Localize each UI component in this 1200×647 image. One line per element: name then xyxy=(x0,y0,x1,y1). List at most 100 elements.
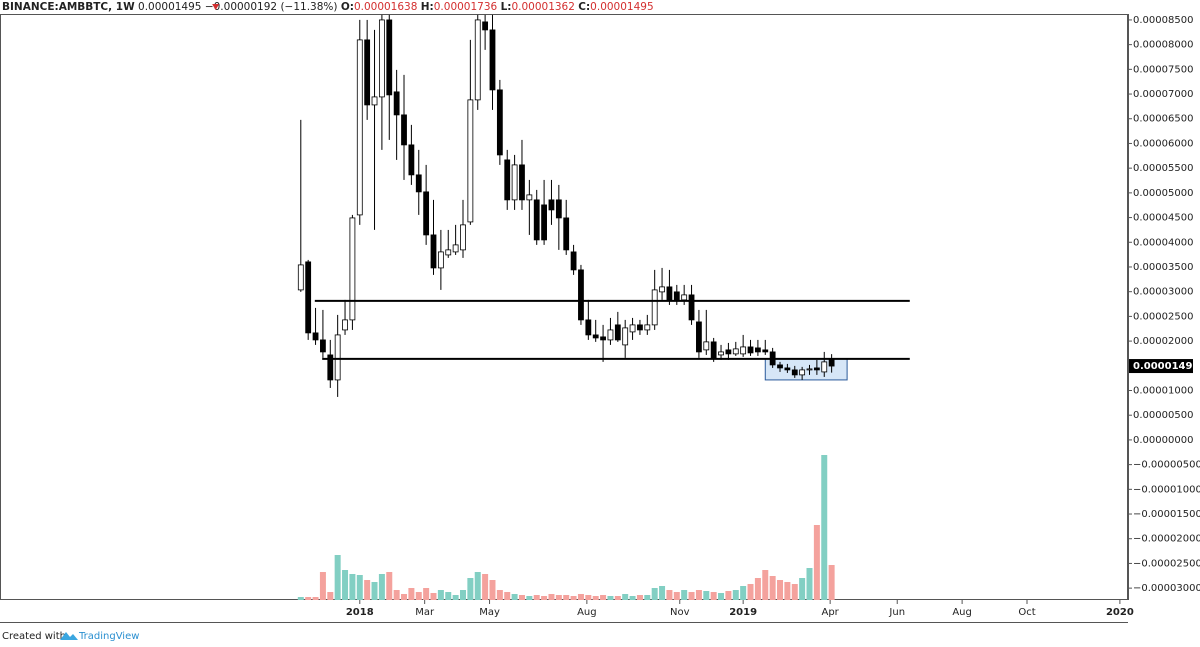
candle-body xyxy=(342,319,348,331)
candle-body xyxy=(386,19,393,96)
ohlc-value: 0.00001638 xyxy=(354,1,417,13)
candle-body xyxy=(452,244,459,253)
volume-bar xyxy=(651,588,658,600)
y-tick-label: 0.00003500 xyxy=(1133,262,1193,273)
candle-body xyxy=(754,347,761,353)
y-tick-label: 0.00008000 xyxy=(1133,40,1193,51)
ohlc-label: H: xyxy=(421,1,434,13)
last-price-box xyxy=(1129,359,1193,374)
candle-body xyxy=(526,194,533,201)
candle-body xyxy=(445,249,452,256)
candle-body xyxy=(430,234,437,269)
candle-body xyxy=(511,164,518,201)
volume-bar xyxy=(371,582,378,600)
footer-prefix: Created with xyxy=(2,631,66,642)
candle-body xyxy=(659,286,665,293)
candle-body xyxy=(482,21,489,31)
candle-body xyxy=(570,251,577,271)
y-tick-label: −0.00002000 xyxy=(1133,534,1200,545)
volume-bar xyxy=(644,595,651,600)
volume-bar xyxy=(732,590,739,600)
candle-body xyxy=(320,339,326,353)
footer: Created with TradingView xyxy=(2,631,139,642)
candle-body xyxy=(592,334,599,339)
volume-bar xyxy=(459,590,466,600)
candle-body xyxy=(578,269,584,321)
candle-body xyxy=(378,19,385,98)
brand-logo xyxy=(60,632,78,640)
volume-bar xyxy=(592,596,599,600)
ohlc-value: 0.00001736 xyxy=(434,1,498,13)
footer-brand: TradingView xyxy=(78,631,139,642)
volume-bar xyxy=(327,592,334,600)
candle-body xyxy=(334,334,341,381)
volume-bar xyxy=(600,595,607,600)
candle-body xyxy=(813,367,820,371)
volume-bar xyxy=(747,584,754,600)
x-tick-label: Oct xyxy=(1018,607,1035,618)
symbol: BINANCE:AMBBTC, 1W xyxy=(2,1,135,13)
volume-bar xyxy=(636,595,643,600)
volume-bar xyxy=(511,594,518,600)
candle-body xyxy=(806,368,813,371)
volume-bar xyxy=(356,575,363,600)
candle-body xyxy=(821,361,828,373)
y-tick-label: 0.00004000 xyxy=(1133,237,1193,248)
y-tick-label: 0.00005500 xyxy=(1133,163,1193,174)
volume-bar xyxy=(762,570,769,600)
x-tick-label: 2020 xyxy=(1106,607,1134,618)
candle-body xyxy=(784,367,791,371)
volume-bar xyxy=(555,595,562,600)
volume-bar xyxy=(386,572,393,600)
header: BINANCE:AMBBTC, 1W 0.00001495 −0.0000019… xyxy=(2,1,654,13)
volume-bar xyxy=(518,595,525,600)
candle-body xyxy=(777,364,783,369)
candle-body xyxy=(747,346,754,354)
volume-bar xyxy=(482,574,489,600)
x-tick-label: Apr xyxy=(821,607,839,618)
volume-bar xyxy=(688,592,695,600)
y-tick-label: −0.00001000 xyxy=(1133,484,1200,495)
volume-bar xyxy=(349,574,356,600)
candle-body xyxy=(732,348,739,355)
down-arrow xyxy=(212,4,220,10)
y-tick-label: 0.00000000 xyxy=(1133,435,1193,446)
candle-body xyxy=(401,114,407,146)
candle-body xyxy=(710,341,717,359)
candle-body xyxy=(725,349,732,355)
candle-body xyxy=(423,191,430,236)
y-tick-label: −0.00001500 xyxy=(1133,509,1200,520)
candle-body xyxy=(364,39,371,106)
volume-bar xyxy=(526,596,533,600)
candle-body xyxy=(563,217,570,251)
candle-body xyxy=(799,369,806,376)
volume-bar xyxy=(312,597,319,600)
candle-body xyxy=(600,336,606,341)
candle-body xyxy=(629,324,636,333)
plot: 0.00008500 0.00008000 0.00007500 0.00007000… xyxy=(297,14,1200,618)
candle-body xyxy=(496,89,503,156)
volume-bar xyxy=(718,593,725,600)
candle-body xyxy=(828,358,835,367)
y-tick-label: 0.00003000 xyxy=(1133,287,1193,298)
range-box xyxy=(764,358,848,381)
volume-bar xyxy=(393,590,400,600)
candle-body xyxy=(327,354,334,381)
volume-bar xyxy=(725,591,732,600)
volume-bar xyxy=(401,594,408,600)
candle-body xyxy=(681,294,688,301)
x-tick-label: Nov xyxy=(670,607,690,618)
volume-bar xyxy=(452,595,459,600)
candle-body xyxy=(297,264,304,291)
volume-bar xyxy=(777,580,784,600)
x-tick-label: 2019 xyxy=(729,607,757,618)
candle-body xyxy=(519,164,525,201)
volume-bar xyxy=(607,596,614,600)
y-tick-label: 0.00004500 xyxy=(1133,213,1193,224)
volume-bar xyxy=(799,578,806,600)
volume-bar xyxy=(828,565,835,600)
volume-bar xyxy=(489,580,496,600)
volume-bar xyxy=(614,596,621,600)
volume-bar xyxy=(415,592,422,600)
